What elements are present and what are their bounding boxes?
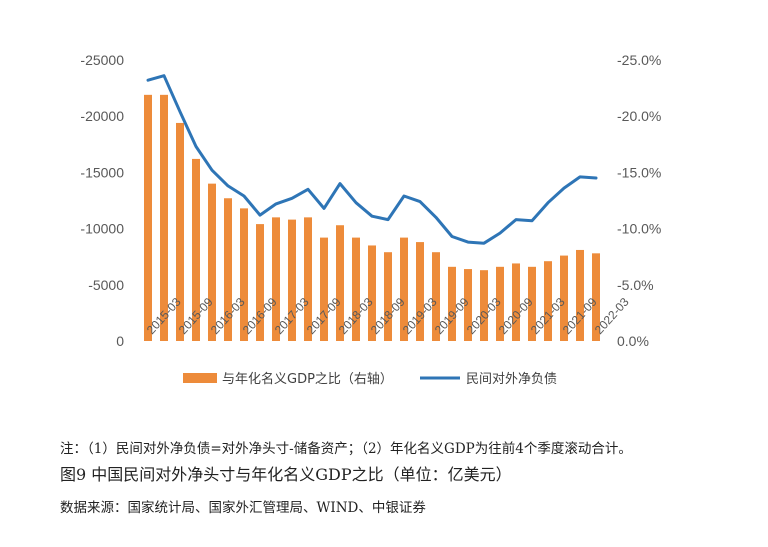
bar — [224, 198, 232, 341]
left-axis: -25000 -20000 -15000 -10000 -5000 0 — [80, 52, 124, 349]
bar — [176, 122, 184, 341]
left-tick-label: 0 — [116, 333, 124, 349]
bar — [432, 252, 440, 341]
right-tick-label: 0.0% — [617, 333, 649, 349]
legend-label-line: 民间对外净负债 — [466, 372, 557, 387]
bar — [480, 270, 488, 341]
bar — [304, 217, 312, 341]
bar-series — [144, 94, 600, 342]
legend-label-bar: 与年化名义GDP之比（右轴） — [222, 371, 393, 387]
data-source: 数据来源：国家统计局、国家外汇管理局、WIND、中银证券 — [60, 500, 426, 516]
bar — [240, 208, 248, 341]
bar — [352, 237, 360, 341]
left-tick-label: -5000 — [88, 277, 124, 293]
bar — [320, 237, 328, 341]
bar — [288, 219, 296, 341]
bar — [544, 261, 552, 341]
bar — [528, 266, 536, 341]
bar — [464, 269, 472, 341]
left-tick-label: -15000 — [80, 164, 124, 180]
right-tick-label: -5.0% — [617, 277, 654, 293]
left-tick-label: -10000 — [80, 221, 124, 237]
bar — [496, 266, 504, 341]
bar — [400, 237, 408, 341]
legend-swatch-bar — [183, 373, 217, 383]
right-tick-label: -10.0% — [617, 221, 661, 237]
legend: 与年化名义GDP之比（右轴） 民间对外净负债 — [183, 371, 557, 387]
bar — [560, 255, 568, 341]
left-tick-label: -25000 — [80, 52, 124, 68]
bar — [192, 158, 200, 341]
bar — [336, 225, 344, 341]
bar — [160, 94, 168, 342]
bar — [576, 249, 584, 341]
line-series — [146, 74, 598, 245]
left-tick-label: -20000 — [80, 108, 124, 124]
bar — [208, 183, 216, 341]
bar — [448, 266, 456, 341]
bar — [144, 94, 152, 342]
bar — [256, 224, 264, 341]
bar — [368, 245, 376, 341]
bar — [592, 253, 600, 341]
bar — [512, 263, 520, 341]
figure-caption: 图9 中国民间对外净头寸与年化名义GDP之比（单位：亿美元） — [60, 465, 512, 484]
right-tick-label: -25.0% — [617, 52, 661, 68]
bar — [272, 217, 280, 341]
bar — [416, 242, 424, 341]
chart: -25000 -20000 -15000 -10000 -5000 0 -25.0% -20… — [80, 52, 661, 387]
right-axis: -25.0% -20.0% -15.0% -10.0% -5.0% 0.0% — [617, 52, 661, 349]
right-tick-label: -15.0% — [617, 164, 661, 180]
bar — [384, 252, 392, 341]
right-tick-label: -20.0% — [617, 108, 661, 124]
footnote: 注：（1）民间对外净负债=对外净头寸-储备资产；（2）年化名义GDP为往前4个季… — [60, 441, 632, 457]
